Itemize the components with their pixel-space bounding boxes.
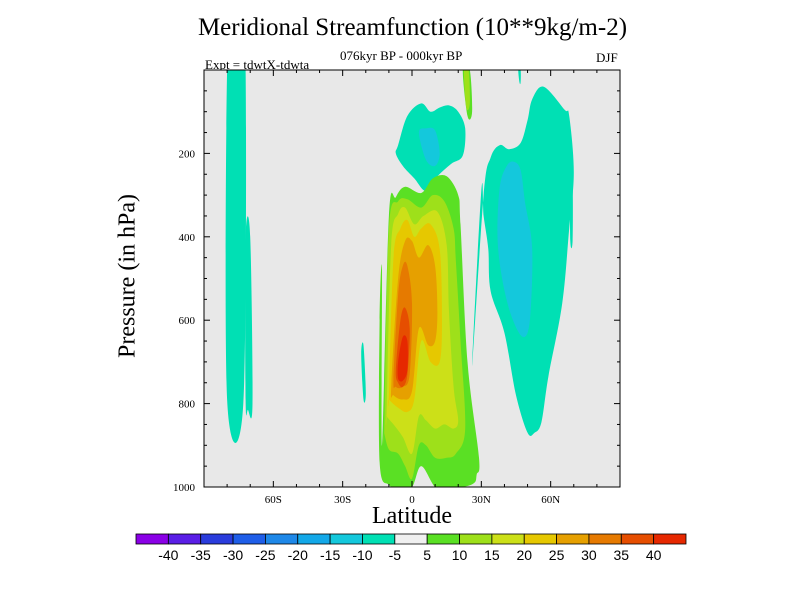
- colorbar-label: 35: [614, 547, 630, 563]
- colorbar-label: 25: [549, 547, 565, 563]
- colorbar-label: 20: [516, 547, 532, 563]
- colorbar-label: 30: [581, 547, 597, 563]
- colorbar-box: [232, 533, 266, 545]
- colorbar-box: [620, 533, 655, 545]
- contour-region-18: [570, 175, 573, 249]
- colorbar-box: [362, 533, 396, 545]
- x-tick-label: 60N: [541, 494, 560, 506]
- contour-region-3: [418, 127, 440, 167]
- colorbar-label: -30: [223, 547, 243, 563]
- y-tick-label: 200: [179, 148, 196, 160]
- colorbar-label: 40: [646, 547, 662, 563]
- colorbar-label: -25: [255, 547, 275, 563]
- y-tick-label: 600: [179, 315, 196, 327]
- colorbar-label: -20: [288, 547, 308, 563]
- colorbar-box: [167, 533, 202, 545]
- contour-region-14: [361, 342, 366, 403]
- x-tick-label: 0: [409, 494, 415, 506]
- colorbar-label: 10: [452, 547, 468, 563]
- colorbar-box: [523, 533, 557, 545]
- x-axis-label: Latitude: [372, 503, 452, 529]
- contour-region-0: [225, 70, 247, 443]
- contour-region-17: [518, 70, 521, 85]
- colorbar-box: [426, 533, 460, 545]
- colorbar-box: [135, 533, 169, 545]
- x-tick-label: 30S: [334, 494, 351, 506]
- x-tick-label: 60S: [265, 494, 282, 506]
- colorbar-label: 5: [423, 547, 431, 563]
- colorbar-box: [329, 533, 363, 545]
- colorbar-label: -15: [320, 547, 340, 563]
- y-tick-label: 800: [179, 399, 196, 411]
- colorbar-box: [491, 533, 525, 545]
- colorbar-box: [588, 533, 622, 545]
- contour-region-5: [497, 161, 533, 337]
- colorbar-box: [556, 533, 590, 545]
- colorbar-label: -5: [389, 547, 402, 563]
- colorbar-box: [297, 533, 331, 545]
- contour-field: [225, 70, 574, 487]
- colorbar-box: [459, 533, 493, 545]
- colorbar-label: 15: [484, 547, 500, 563]
- x-tick-label: 30N: [472, 494, 491, 506]
- y-tick-label: 400: [179, 232, 196, 244]
- contour-region-1: [245, 216, 253, 419]
- colorbar-box: [200, 533, 234, 545]
- contour-region-16: [463, 70, 470, 111]
- colorbar-label: -40: [158, 547, 178, 563]
- chart-title: Meridional Streamfunction (10**9kg/m-2): [197, 14, 628, 41]
- colorbar-label: -35: [191, 547, 211, 563]
- chart-subtitle-period: 076kyr BP - 000kyr BP: [340, 48, 463, 63]
- chart-subtitle-experiment: Expt = tdwtX-tdwta: [205, 57, 310, 72]
- contour-region-13: [397, 335, 408, 382]
- colorbar-label: -10: [352, 547, 372, 563]
- colorbar-box: [265, 533, 299, 545]
- y-tick-label: 1000: [173, 482, 196, 494]
- colorbar-box: [394, 533, 428, 545]
- colorbar-box: [653, 533, 687, 545]
- chart-subtitle-season: DJF: [596, 50, 618, 65]
